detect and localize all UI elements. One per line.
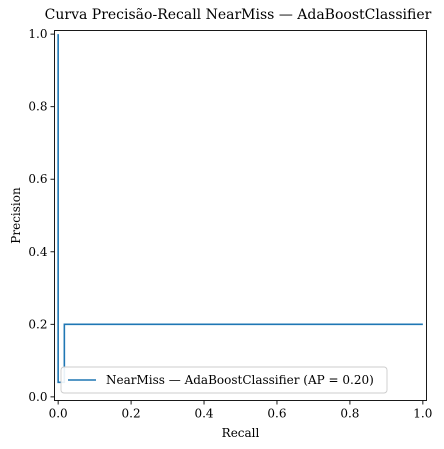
y-tick-label: 0.4	[28, 245, 47, 259]
x-tick-label: 1.0	[413, 407, 432, 421]
x-tick-label: 0.0	[49, 407, 68, 421]
y-tick-label: 0.2	[28, 317, 47, 331]
y-tick-label: 1.0	[28, 27, 47, 41]
x-tick-label: 0.2	[122, 407, 141, 421]
y-axis-ticks: 0.0 0.2 0.4 0.6 0.8 1.0	[28, 27, 55, 404]
x-tick-label: 0.6	[267, 407, 286, 421]
plot-area: 0.0 0.2 0.4 0.6 0.8 1.0 0.0 0.2 0.4 0.6 0.8 1.0	[28, 27, 432, 420]
axes-frame	[54, 30, 427, 401]
legend-label: NearMiss — AdaBoostClassifier (AP = 0.20…	[106, 373, 374, 387]
y-tick-label: 0.0	[28, 390, 47, 404]
y-tick-label: 0.6	[28, 172, 47, 186]
series-layer	[57, 34, 423, 384]
y-tick-label: 0.8	[28, 100, 47, 114]
x-axis-ticks: 0.0 0.2 0.4 0.6 0.8 1.0	[49, 400, 432, 421]
x-axis-label: Recall	[222, 426, 260, 440]
pr-curve-series-0	[57, 34, 423, 384]
legend-box	[60, 366, 388, 394]
y-axis-label: Precision	[9, 187, 23, 244]
x-tick-label: 0.4	[194, 407, 213, 421]
x-tick-label: 0.8	[340, 407, 359, 421]
chart-title: Curva Precisão-Recall NearMiss — AdaBoos…	[45, 7, 432, 23]
legend: NearMiss — AdaBoostClassifier (AP = 0.20…	[60, 366, 388, 394]
